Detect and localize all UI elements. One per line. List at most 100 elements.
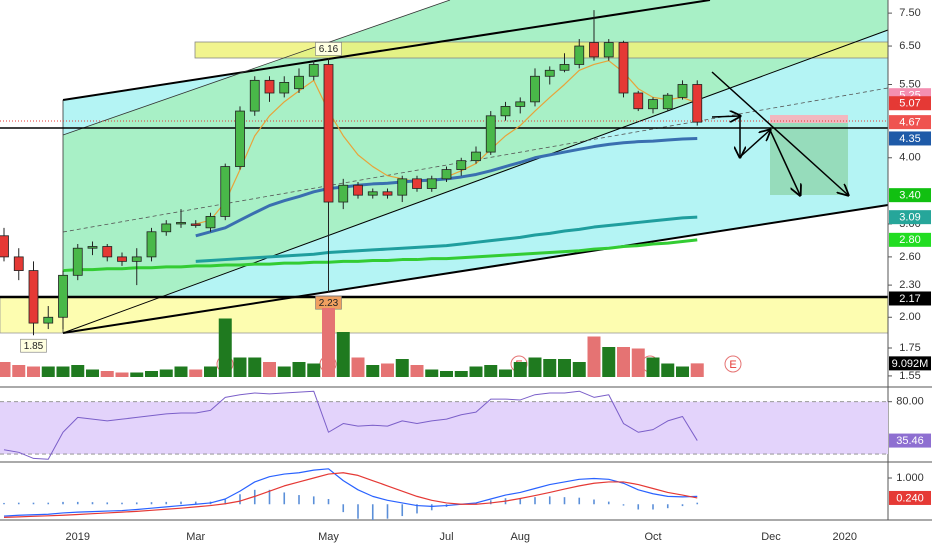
histogram-bar [253, 489, 256, 505]
volume-bar [233, 357, 247, 377]
histogram-bar [135, 502, 138, 505]
candle-body [485, 115, 496, 153]
volume-bar [0, 362, 11, 377]
candle-body [131, 256, 142, 262]
volume-bar [425, 369, 439, 377]
candle-body [176, 222, 186, 225]
volume-bar [690, 363, 704, 377]
histogram-bar [696, 502, 699, 505]
volume-bar [602, 347, 616, 377]
x-tick-label: Mar [186, 531, 205, 543]
histogram-bar [534, 497, 536, 505]
candle [441, 166, 452, 183]
volume-bar [86, 369, 99, 377]
candle [485, 111, 496, 155]
histogram-bar [194, 501, 197, 505]
volume-bar [130, 372, 144, 377]
trend-line [62, 0, 451, 136]
series-line [3, 390, 698, 460]
histogram-bar [76, 501, 79, 505]
price-marker-box [889, 356, 931, 371]
candle [205, 212, 216, 232]
price-marker: 9.092M [889, 356, 931, 371]
volume-bar [543, 359, 557, 377]
histogram-bar [607, 501, 610, 505]
candle-body [589, 42, 599, 58]
y-tick-label: 5.50 [899, 78, 920, 90]
histogram-bar [342, 504, 345, 513]
y-tick-label: 1.75 [899, 342, 920, 354]
candle [43, 306, 54, 330]
histogram-bar [430, 504, 433, 511]
annotation-label: 1.85 [24, 341, 44, 352]
candle-body [515, 101, 526, 107]
price-marker-label: 4.35 [899, 133, 920, 145]
volume-bar [263, 362, 276, 377]
candle-body [117, 256, 127, 262]
histogram-bar [489, 500, 492, 505]
candle-body [456, 160, 467, 170]
volume-bar [440, 371, 453, 377]
histogram-bar [563, 497, 566, 505]
candle-body [692, 84, 703, 123]
candle-body [249, 79, 260, 112]
price-marker-label: 2.17 [899, 293, 920, 305]
price-marker-label: 3.40 [899, 190, 920, 202]
volume-bar [56, 366, 70, 377]
candle-body [58, 274, 68, 318]
x-tick-label: Jul [439, 531, 453, 543]
resistance-zone [194, 41, 889, 59]
volume-bar [27, 366, 40, 377]
histogram-bar [475, 502, 477, 505]
y-tick-label: 2.30 [899, 279, 920, 291]
histogram-bar [150, 502, 153, 505]
y-tick-label: 1.000 [896, 472, 924, 484]
histogram-bar [283, 492, 286, 505]
y-tick-label: 4.00 [899, 152, 920, 164]
candle [0, 227, 9, 262]
candle [13, 248, 24, 281]
candle-body [0, 235, 9, 258]
volume-bar [115, 372, 129, 377]
candle [677, 80, 688, 100]
volume-bar [676, 366, 689, 377]
histogram-bar [416, 504, 418, 514]
histogram-bar [91, 502, 94, 505]
volume-bar [661, 363, 675, 377]
histogram-bar [17, 502, 20, 505]
x-tick-label: Aug [510, 531, 530, 543]
y-tick-label: 1.55 [899, 370, 920, 382]
price-marker-label: 5.07 [899, 98, 920, 110]
annotation: 6.16 [315, 42, 342, 56]
candle-body [72, 247, 83, 276]
candle-body [382, 191, 393, 196]
volume-bar [174, 366, 188, 377]
price-marker-box [889, 131, 931, 146]
histogram-bar [47, 502, 50, 505]
candle [456, 157, 467, 176]
histogram-bar [268, 489, 271, 505]
target-box-top [770, 115, 848, 123]
histogram-bar [578, 497, 581, 505]
candle-body [397, 178, 408, 196]
volume-bar [410, 365, 424, 377]
annotation: 2.23 [315, 295, 342, 310]
candle-body [471, 151, 481, 162]
histogram-bar [386, 504, 389, 519]
histogram-bar [652, 504, 654, 510]
price-marker-box [889, 210, 931, 225]
candle-body [279, 82, 290, 94]
volume-bar [307, 363, 321, 377]
histogram-bar [593, 499, 595, 505]
candle [618, 40, 629, 98]
histogram-bar [62, 501, 64, 505]
candle-body [530, 75, 540, 103]
projection-arrow [769, 129, 800, 195]
volume-bar [100, 371, 114, 377]
histogram-bar [401, 504, 404, 517]
annotation-box [315, 42, 342, 56]
channel-line [62, 204, 889, 334]
candle-body [500, 106, 511, 117]
